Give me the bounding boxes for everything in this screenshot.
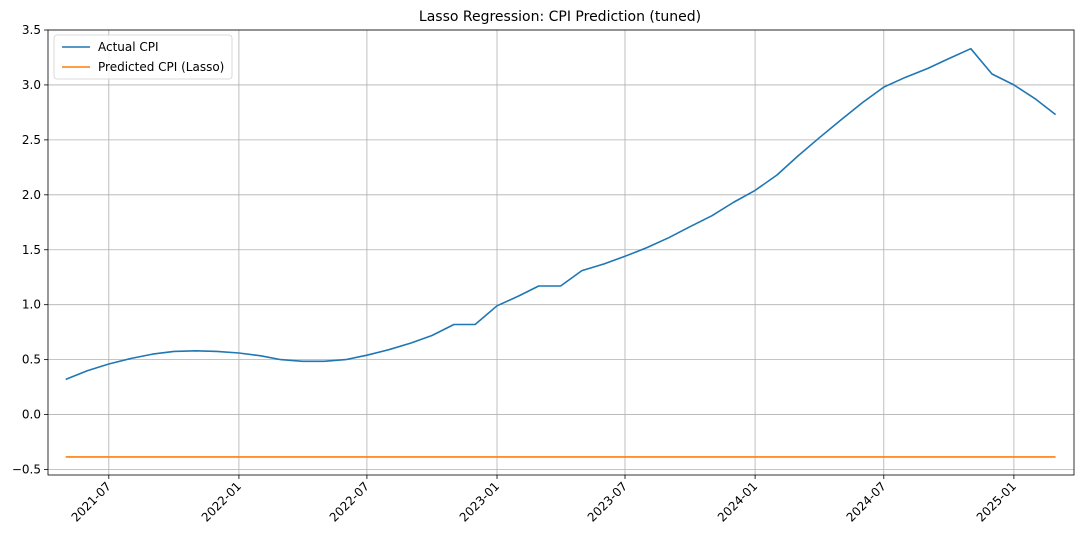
x-tick-label: 2024-01 xyxy=(715,479,760,524)
y-tick-label: 2.0 xyxy=(22,188,41,202)
x-tick-label: 2021-07 xyxy=(69,479,114,524)
plot-frame xyxy=(47,29,1075,476)
x-tick-label: 2022-07 xyxy=(327,479,372,524)
y-tick-label: 1.5 xyxy=(22,243,41,257)
x-tick-label: 2022-01 xyxy=(199,479,244,524)
legend-label: Actual CPI xyxy=(98,40,159,54)
y-axis: −0.5 0.0 0.5 1.0 1.5 2.0 2.5 3.0 3.5 xyxy=(12,23,48,477)
series-line-1 xyxy=(65,47,1057,381)
y-tick-label: 0.5 xyxy=(22,353,41,367)
x-axis: 2021-07 2022-01 2022-07 2023-01 2023-07 2024-… xyxy=(69,475,1019,525)
legend: Actual CPI Predicted CPI (Lasso) xyxy=(53,34,233,80)
y-tick-label: 3.5 xyxy=(22,23,41,37)
legend-label: Predicted CPI (Lasso) xyxy=(98,60,224,74)
series-layer xyxy=(65,47,1057,458)
x-tick-label: 2025-01 xyxy=(974,479,1019,524)
y-tick-label: 1.0 xyxy=(22,298,41,312)
grid xyxy=(48,29,1074,475)
x-tick-label: 2024-07 xyxy=(844,479,889,524)
y-tick-label: 2.5 xyxy=(22,133,41,147)
x-tick-label: 2023-07 xyxy=(585,479,630,524)
chart-title: Lasso Regression: CPI Prediction (tuned) xyxy=(419,9,701,25)
y-tick-label: 0.0 xyxy=(22,408,41,422)
y-tick-label: −0.5 xyxy=(12,463,41,477)
y-tick-label: 3.0 xyxy=(22,78,41,92)
legend-box xyxy=(53,34,233,80)
x-tick-label: 2023-01 xyxy=(457,479,502,524)
